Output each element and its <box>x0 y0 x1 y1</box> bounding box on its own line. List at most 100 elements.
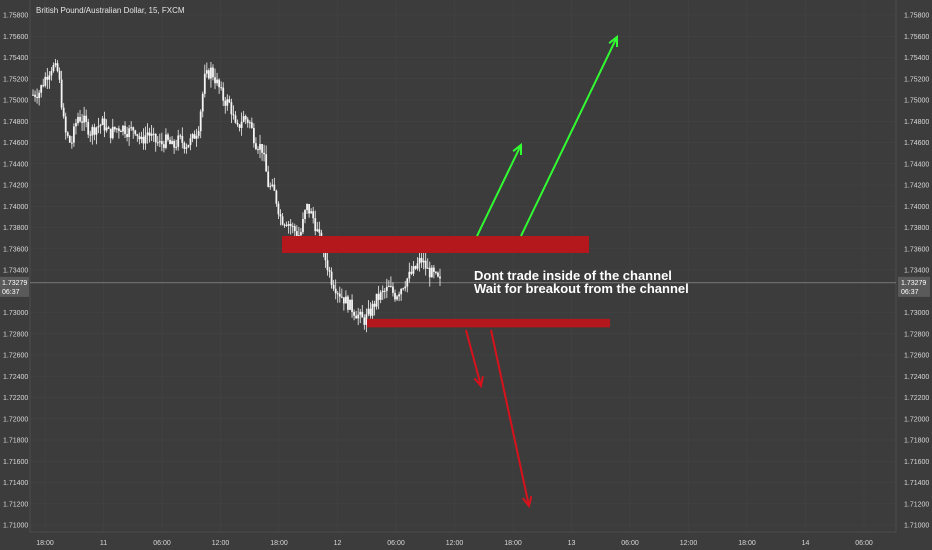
candle-body <box>267 171 270 187</box>
candle-body <box>349 299 351 310</box>
candle-body <box>201 93 204 112</box>
candle-body <box>167 134 169 140</box>
y-tick-label-right: 1.74200 <box>904 183 929 190</box>
x-tick-label: 18:00 <box>504 540 522 547</box>
y-tick-label-left: 1.74200 <box>3 183 28 190</box>
candle-body <box>330 271 333 285</box>
breakout-up-arrow-short-shaft <box>476 144 522 237</box>
candle-body <box>414 266 417 269</box>
candle-body <box>271 184 274 186</box>
candle-body <box>179 135 182 137</box>
annotation-line-1: Dont trade inside of the channel <box>474 268 672 283</box>
candle-body <box>34 94 36 97</box>
y-tick-label-left: 1.71800 <box>3 438 28 445</box>
candle-body <box>183 142 186 149</box>
candle-body <box>275 190 278 204</box>
candle-body <box>126 134 128 138</box>
candle-body <box>210 67 212 79</box>
candle-body <box>416 263 419 269</box>
candle-body <box>269 185 272 187</box>
candle-body <box>232 114 235 116</box>
x-tick-label: 12:00 <box>446 540 464 547</box>
candle-body <box>355 315 358 319</box>
y-tick-label-right: 1.73000 <box>904 310 929 317</box>
y-tick-label-left: 1.72600 <box>3 353 28 360</box>
y-tick-label-right: 1.75400 <box>904 55 929 62</box>
candle-body <box>134 130 137 135</box>
candle-body <box>424 260 427 269</box>
x-tick-label: 06:00 <box>621 540 639 547</box>
y-tick-label-right: 1.71000 <box>904 523 929 530</box>
candle-body <box>32 94 34 96</box>
candle-body <box>101 118 104 126</box>
candle-body <box>187 144 190 148</box>
candle-body <box>146 132 149 136</box>
y-tick-label-left: 1.72400 <box>3 374 28 381</box>
candle-body <box>58 70 61 80</box>
candle-body <box>289 223 292 227</box>
y-tick-label-left: 1.74600 <box>3 140 28 147</box>
candle-body <box>73 126 75 143</box>
candle-body <box>205 70 208 74</box>
candle-body <box>295 231 298 236</box>
breakdown-arrow-long <box>490 329 533 509</box>
candle-body <box>77 116 79 124</box>
candle-body <box>263 152 266 155</box>
x-tick-label: 12:00 <box>680 540 698 547</box>
candle-body <box>408 271 411 279</box>
candle-body <box>52 65 55 72</box>
x-tick-label: 18:00 <box>270 540 288 547</box>
breakout-up-arrow-long <box>520 34 619 237</box>
candle-body <box>283 224 286 226</box>
y-tick-label-left: 1.75800 <box>3 13 28 20</box>
candle-body <box>306 203 308 211</box>
y-tick-label-left: 1.73600 <box>3 246 28 253</box>
candle-body <box>351 299 353 312</box>
candle-body <box>111 126 114 139</box>
candle-body <box>435 271 437 273</box>
y-tick-label-left: 1.74800 <box>3 119 28 126</box>
candle-body <box>240 121 243 128</box>
candle-body <box>136 134 139 137</box>
candle-body <box>85 115 88 122</box>
candle-body <box>38 92 41 99</box>
candle-body <box>255 143 257 150</box>
y-tick-label-right: 1.75000 <box>904 98 929 105</box>
candle-body <box>430 267 433 278</box>
candle-body <box>332 284 335 289</box>
candle-body <box>169 139 171 145</box>
candle-body <box>207 70 210 79</box>
candle-body <box>300 232 302 236</box>
candle-body <box>36 96 38 99</box>
candle-body <box>418 257 421 264</box>
candle-body <box>250 122 253 128</box>
x-tick-label: 12 <box>334 540 342 547</box>
candle-body <box>97 126 100 128</box>
candle-body <box>46 76 49 80</box>
candle-body <box>56 63 59 71</box>
candle-body <box>162 144 165 148</box>
candle-body <box>338 293 341 297</box>
current-price-value-left: 1.73279 <box>2 280 27 287</box>
current-price-value-right: 1.73279 <box>901 280 926 287</box>
candle-body <box>79 116 81 122</box>
candle-body <box>220 87 223 89</box>
candle-body <box>426 267 429 269</box>
candle-body <box>199 111 202 132</box>
candle-body <box>277 203 280 215</box>
candle-body <box>115 128 118 130</box>
candle-body <box>148 132 151 136</box>
candle-body <box>261 144 263 153</box>
candle-body <box>54 63 57 66</box>
candle-body <box>216 79 218 84</box>
support-zone <box>367 318 610 328</box>
candle-body <box>212 67 214 78</box>
candle-body <box>367 308 370 315</box>
y-tick-label-left: 1.75000 <box>3 98 28 105</box>
candle-body <box>50 71 53 76</box>
candle-body <box>404 286 407 289</box>
candle-body <box>218 79 221 88</box>
candle-body <box>93 127 96 135</box>
candle-body <box>140 136 143 140</box>
